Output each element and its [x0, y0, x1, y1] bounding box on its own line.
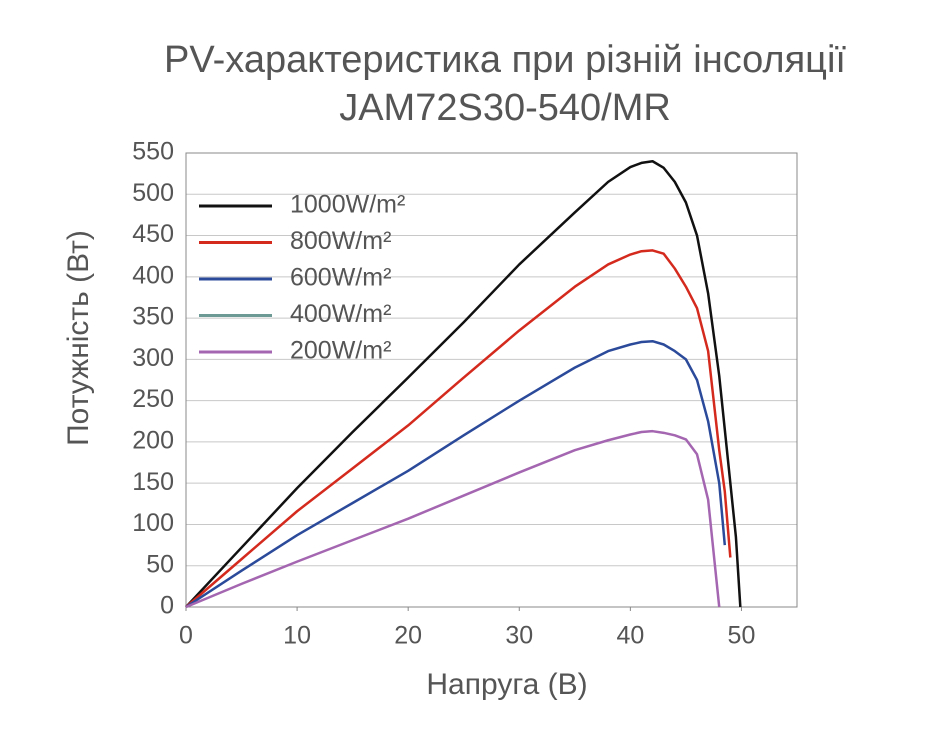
legend-label: 400W/m² [290, 300, 391, 328]
legend-label: 200W/m² [290, 337, 391, 365]
y-tick-label: 200 [132, 427, 174, 455]
legend-label: 1000W/m² [290, 191, 405, 219]
x-tick-label: 30 [505, 622, 533, 650]
y-axis-label: Потужність (Вт) [62, 230, 95, 446]
x-tick-label: 20 [394, 622, 422, 650]
chart-title: PV-характеристика при різній інсоляції [164, 39, 846, 81]
y-tick-label: 350 [132, 303, 174, 331]
y-tick-label: 0 [160, 592, 174, 620]
y-tick-label: 500 [132, 179, 174, 207]
x-tick-label: 10 [283, 622, 311, 650]
y-tick-label: 100 [132, 509, 174, 537]
y-tick-label: 150 [132, 468, 174, 496]
series-line [185, 249, 732, 608]
y-tick-label: 300 [132, 344, 174, 372]
y-tick-label: 250 [132, 385, 174, 413]
series-line [185, 160, 742, 608]
x-tick-label: 40 [616, 622, 644, 650]
x-axis-label: Напруга (В) [426, 668, 587, 701]
chart-subtitle: JAM72S30-540/MR [339, 87, 671, 129]
y-tick-label: 400 [132, 261, 174, 289]
series-line [185, 429, 721, 609]
y-tick-label: 550 [132, 138, 174, 166]
series-line [185, 339, 727, 609]
y-tick-label: 50 [146, 550, 174, 578]
x-tick-label: 0 [179, 622, 193, 650]
plot-frame [185, 152, 798, 608]
x-tick-label: 50 [728, 622, 756, 650]
legend-label: 600W/m² [290, 264, 391, 292]
legend-label: 800W/m² [290, 227, 391, 255]
y-tick-label: 450 [132, 220, 174, 248]
